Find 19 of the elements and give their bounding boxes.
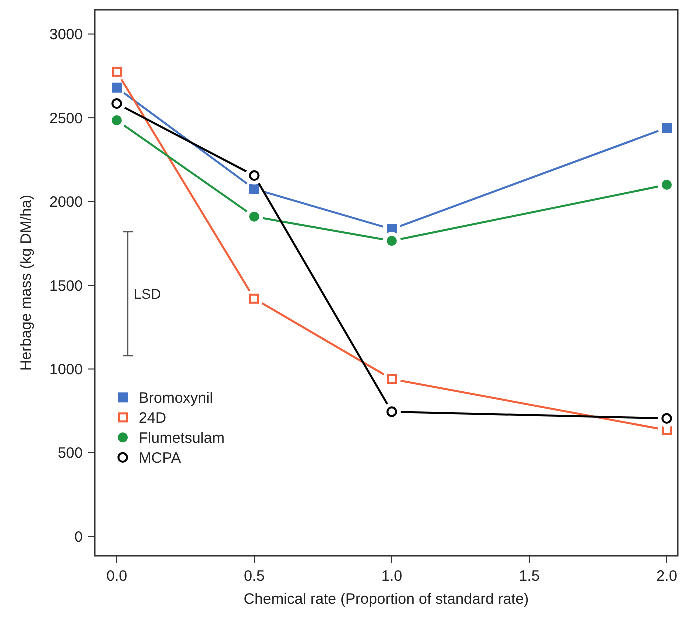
y-tick-label: 500 xyxy=(58,445,83,462)
legend-label: 24D xyxy=(139,410,167,427)
y-tick-label: 2500 xyxy=(50,110,83,128)
y-tick-label: 0 xyxy=(74,528,83,546)
y-tick-label: 2000 xyxy=(50,194,83,212)
y-axis-title: Herbage mass (kg DM/ha) xyxy=(18,195,35,371)
y-tick-label: 1500 xyxy=(50,278,83,295)
x-tick-label: 0.5 xyxy=(244,568,265,585)
x-axis-title: Chemical rate (Proportion of standard rate) xyxy=(244,591,530,608)
legend-label: Bromoxynil xyxy=(139,390,214,407)
x-tick-label: 2.0 xyxy=(656,568,678,585)
annotation: LSD xyxy=(134,286,162,302)
x-tick-label: 1.0 xyxy=(382,568,402,585)
x-tick-label: 0.0 xyxy=(106,568,128,585)
y-tick-label: 1000 xyxy=(50,362,83,379)
x-tick-label: 1.5 xyxy=(519,568,540,585)
legend-label: Flumetsulam xyxy=(139,430,225,447)
y-tick-label: 3000 xyxy=(50,26,83,44)
legend-label: MCPA xyxy=(139,450,182,467)
